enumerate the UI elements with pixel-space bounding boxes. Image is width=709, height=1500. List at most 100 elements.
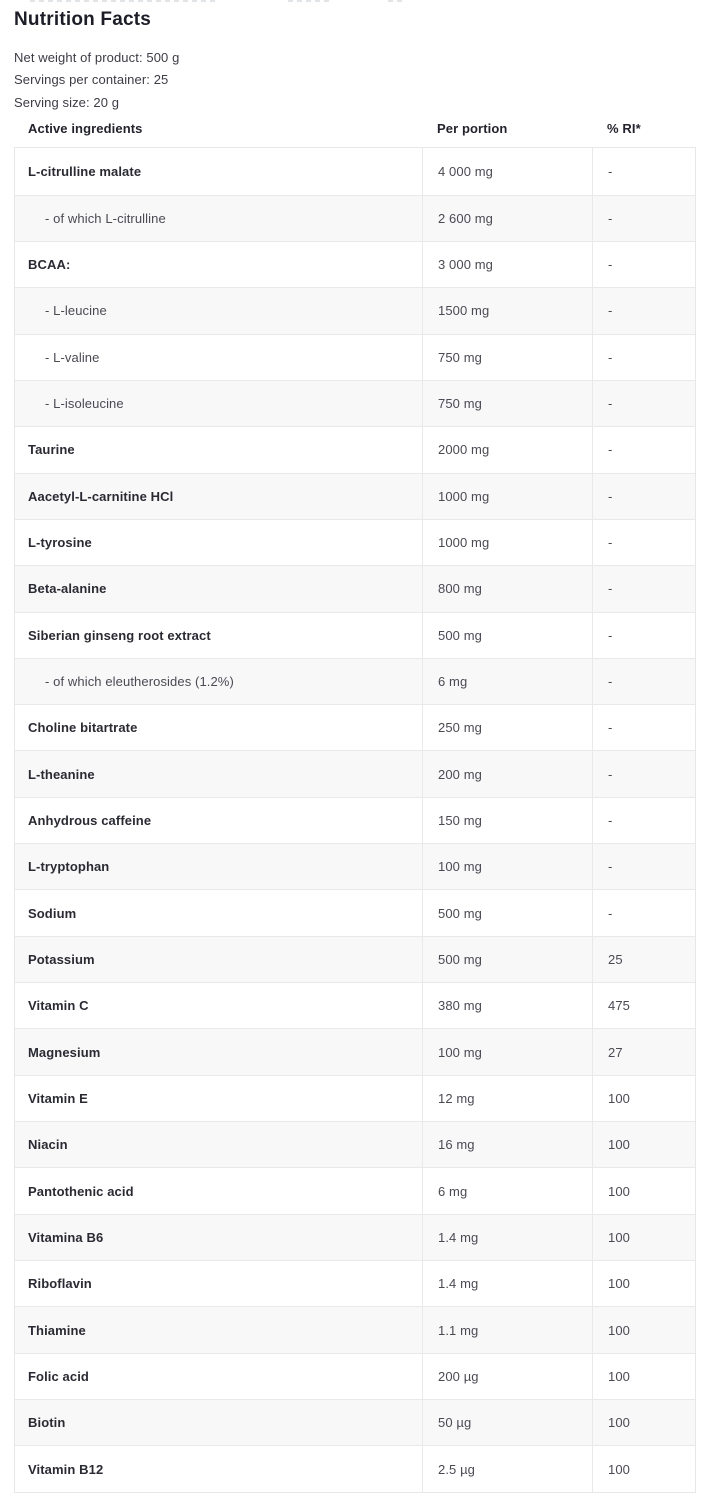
table-row: Aacetyl-L-carnitine HCl 1000 mg - — [15, 472, 695, 519]
per-portion-cell: 800 mg — [422, 566, 592, 612]
table-row: - of which eleutherosides (1.2%) 6 mg - — [15, 657, 695, 705]
ingredient-name-cell: Pantothenic acid — [28, 1183, 134, 1199]
table-row: Magnesium 100 mg 27 — [15, 1028, 695, 1075]
page-title: Nutrition Facts — [14, 9, 152, 30]
ingredient-name-cell: L-tryptophan — [28, 859, 110, 875]
table-row: Vitamina B6 1.4 mg 100 — [15, 1213, 695, 1261]
ri-cell: 475 — [592, 983, 695, 1029]
ingredient-name-cell: Magnesium — [28, 1044, 101, 1060]
ri-cell: 100 — [592, 1446, 695, 1492]
ingredient-name-cell: Anhydrous caffeine — [28, 812, 152, 828]
per-portion-cell: 1.4 mg — [422, 1261, 592, 1307]
ingredient-name-cell: - of which eleutherosides (1.2%) — [45, 673, 234, 689]
net-weight-text: Net weight of product: 500 g — [14, 50, 180, 65]
product-meta: Net weight of product: 500 g Servings pe… — [14, 47, 696, 114]
table-row: Siberian ginseng root extract 500 mg - — [15, 611, 695, 658]
ri-cell: - — [592, 797, 695, 844]
per-portion-cell: 12 mg — [422, 1075, 592, 1122]
per-portion-cell: 750 mg — [422, 334, 592, 380]
table-row: Vitamin E 12 mg 100 — [15, 1074, 695, 1122]
ingredient-name-cell: Niacin — [28, 1137, 68, 1153]
ri-cell: - — [592, 241, 695, 288]
table-row: Riboflavin 1.4 mg 100 — [15, 1260, 695, 1307]
ri-cell: 100 — [592, 1261, 695, 1307]
per-portion-cell: 6 mg — [422, 658, 592, 705]
table-row: Beta-alanine 800 mg - — [15, 565, 695, 612]
table-row: - L-leucine 1500 mg - — [15, 287, 695, 334]
per-portion-cell: 500 mg — [422, 612, 592, 658]
per-portion-cell: 2 600 mg — [422, 195, 592, 241]
ri-cell: - — [592, 380, 695, 427]
per-portion-cell: 1500 mg — [422, 288, 592, 334]
table-row: L-theanine 200 mg - — [15, 750, 695, 797]
per-portion-cell: 1.1 mg — [422, 1307, 592, 1353]
table-row: Potassium 500 mg 25 — [15, 935, 695, 983]
per-portion-cell: 500 mg — [422, 890, 592, 936]
ri-cell: - — [592, 751, 695, 797]
per-portion-cell: 100 mg — [422, 1029, 592, 1075]
table-row: L-tryptophan 100 mg - — [15, 843, 695, 890]
table-row: Niacin 16 mg 100 — [15, 1121, 695, 1168]
ingredient-name-cell: Thiamine — [28, 1322, 86, 1338]
ingredient-name-cell: Siberian ginseng root extract — [28, 627, 211, 643]
table-body: L-citrulline malate 4 000 mg - - of which L… — [15, 148, 695, 1492]
ingredient-name-cell: L-tyrosine — [28, 535, 92, 550]
header-per-portion: Per portion — [437, 120, 508, 136]
ingredient-name-cell: BCAA: — [28, 257, 71, 273]
ingredient-name-cell: - of which L-citrulline — [45, 210, 166, 226]
ri-cell: - — [592, 844, 695, 890]
table-row: Choline bitartrate 250 mg - — [15, 704, 695, 751]
ingredient-name-cell: Choline bitartrate — [28, 720, 138, 736]
table-row: Sodium 500 mg - — [15, 889, 695, 936]
ri-cell: 100 — [592, 1353, 695, 1400]
ri-cell: - — [592, 612, 695, 658]
ingredient-name-cell: Vitamin C — [28, 998, 89, 1014]
ri-cell: 100 — [592, 1075, 695, 1122]
ingredient-name-cell: Beta-alanine — [28, 581, 107, 597]
ri-cell: - — [592, 427, 695, 473]
table-row: L-citrulline malate 4 000 mg - — [15, 148, 695, 195]
per-portion-cell: 100 mg — [422, 844, 592, 890]
ingredient-name-cell: Potassium — [28, 951, 95, 967]
table-row: - L-isoleucine 750 mg - — [15, 379, 695, 427]
ingredient-name-cell: Sodium — [28, 905, 77, 921]
ingredient-name-cell: Vitamina B6 — [28, 1229, 104, 1245]
per-portion-cell: 1000 mg — [422, 519, 592, 566]
per-portion-cell: 1000 mg — [422, 473, 592, 519]
per-portion-cell: 1.4 mg — [422, 1214, 592, 1261]
ingredient-name-cell: - L-leucine — [45, 303, 107, 319]
ingredient-name-cell: L-citrulline malate — [28, 163, 142, 179]
ingredient-name-cell: L-theanine — [28, 766, 95, 782]
ri-cell: 100 — [592, 1214, 695, 1261]
ri-cell: - — [592, 890, 695, 936]
ri-cell: - — [592, 705, 695, 751]
per-portion-cell: 200 mg — [422, 751, 592, 797]
ri-cell: 27 — [592, 1029, 695, 1075]
table-row: Thiamine 1.1 mg 100 — [15, 1306, 695, 1353]
per-portion-cell: 200 µg — [422, 1353, 592, 1400]
ri-cell: - — [592, 658, 695, 705]
ingredient-name-cell: Aacetyl-L-carnitine HCl — [28, 488, 174, 504]
header-active-ingredients: Active ingredients — [28, 120, 143, 136]
header-ri: % RI* — [607, 120, 641, 136]
ri-cell: 100 — [592, 1122, 695, 1168]
ri-cell: 25 — [592, 936, 695, 983]
ingredient-name-cell: - L-valine — [45, 349, 100, 365]
serving-size-text: Serving size: 20 g — [14, 94, 120, 110]
per-portion-cell: 6 mg — [422, 1168, 592, 1214]
table-row: L-tyrosine 1000 mg - — [15, 518, 695, 566]
table-row: Taurine 2000 mg - — [15, 426, 695, 473]
ingredient-name-cell: Taurine — [28, 442, 75, 458]
ri-cell: 100 — [592, 1168, 695, 1214]
ri-cell: 100 — [592, 1307, 695, 1353]
ri-cell: - — [592, 519, 695, 566]
per-portion-cell: 2.5 µg — [422, 1446, 592, 1492]
per-portion-cell: 4 000 mg — [422, 148, 592, 195]
ingredient-name-cell: Vitamin B12 — [28, 1461, 104, 1477]
table-row: Vitamin C 380 mg 475 — [15, 982, 695, 1029]
table-row: Folic acid 200 µg 100 — [15, 1352, 695, 1400]
ingredient-name-cell: Biotin — [28, 1415, 66, 1431]
ri-cell: - — [592, 473, 695, 519]
table-row: BCAA: 3 000 mg - — [15, 240, 695, 288]
